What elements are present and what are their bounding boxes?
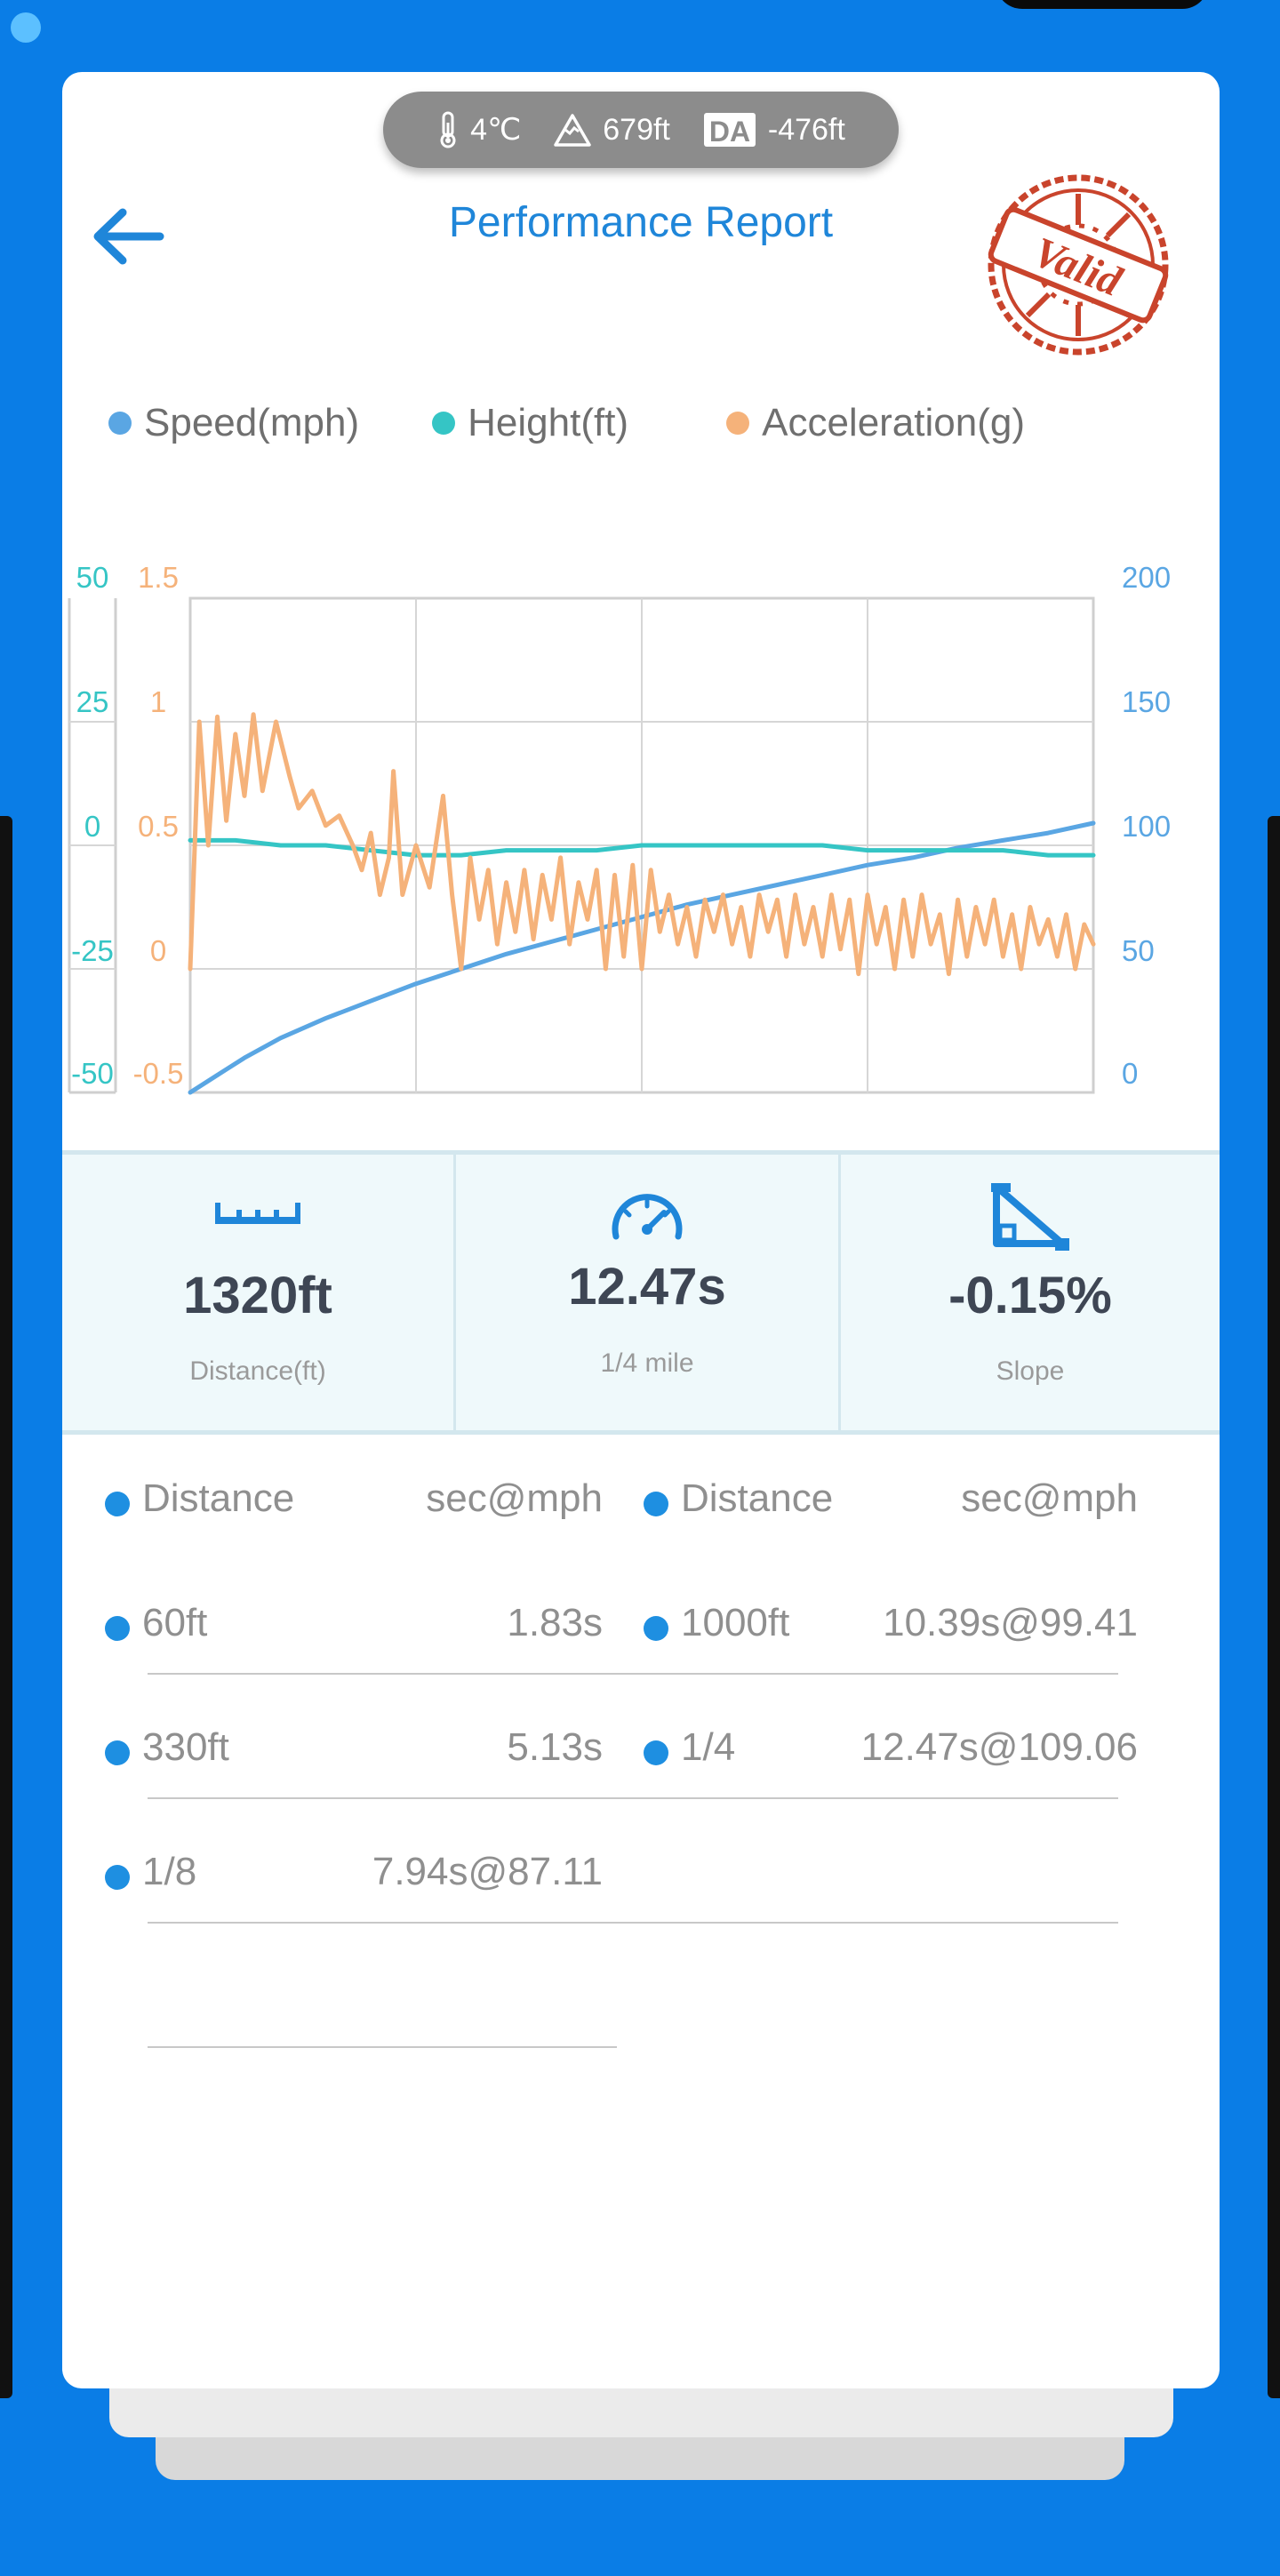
acceleration-tick-label: 1 [150, 685, 166, 718]
density-altitude-badge-icon: DA [703, 113, 756, 148]
row-dot [644, 1616, 668, 1641]
density-altitude-badge-label: DA [709, 116, 750, 148]
report-card: 4℃ 679ft DA -476ft Performance Report [62, 72, 1220, 2388]
speed-tick-label: 100 [1122, 810, 1171, 843]
row-divider [663, 1673, 1118, 1675]
stat-slope-value: -0.15% [948, 1267, 1112, 1324]
legend-label-speed: Speed(mph) [144, 401, 360, 444]
stat-slope: -0.15% Slope [838, 1155, 1220, 1430]
height-tick-label: 25 [76, 685, 109, 718]
stats-panel: 1320ft Distance(ft) 12.47s 1/4 mile [62, 1150, 1220, 1435]
split-distance: 330ft [142, 1725, 229, 1769]
split-distance: 1/4 [681, 1725, 736, 1769]
speed-tick-label: 0 [1122, 1057, 1138, 1090]
split-distance: 1000ft [681, 1601, 790, 1644]
row-dot [105, 1865, 130, 1890]
height-tick-label: -50 [71, 1057, 114, 1090]
row-divider [663, 1797, 1118, 1799]
status-bar-dot [11, 12, 41, 43]
stat-quarter-mile-value: 12.47s [568, 1258, 726, 1316]
stat-slope-label: Slope [996, 1356, 1065, 1386]
stat-distance-label: Distance(ft) [189, 1356, 326, 1386]
header-value-label: sec@mph [961, 1476, 1138, 1520]
temperature-value: 4℃ [470, 113, 522, 147]
header-distance-label: Distance [142, 1476, 295, 1520]
legend-label-height: Height(ft) [468, 401, 629, 444]
thermometer-icon [440, 111, 456, 148]
acceleration-tick-label: -0.5 [133, 1057, 184, 1090]
speedometer-icon [612, 1194, 683, 1240]
split-row-60ft: 60ft 1.83s [105, 1583, 603, 1663]
stat-distance-value: 1320ft [183, 1267, 332, 1324]
performance-chart: 50 25 0 -25 -50 1.5 1 0.5 0 -0.5 200 150 100 50 0 [68, 561, 1171, 1095]
split-row-1000ft: 1000ft 10.39s@99.41 [644, 1583, 1138, 1663]
split-time: 1.83s [507, 1601, 603, 1644]
arrow-left-icon [93, 208, 164, 265]
acceleration-tick-label: 1.5 [138, 561, 179, 594]
legend-dot-acceleration [726, 412, 750, 435]
split-distance: 1/8 [142, 1850, 197, 1893]
legend-dot-speed [108, 412, 132, 435]
splits-header-right: Distance sec@mph [644, 1459, 1138, 1539]
acceleration-tick-label: 0.5 [138, 810, 179, 843]
split-row-330ft: 330ft 5.13s [105, 1708, 603, 1788]
back-button[interactable] [82, 196, 171, 276]
height-tick-label: 0 [84, 810, 100, 843]
speed-tick-label: 200 [1122, 561, 1171, 594]
mountain-icon [554, 114, 591, 147]
splits-header-left: Distance sec@mph [105, 1459, 603, 1539]
row-dot [644, 1740, 668, 1765]
row-divider [148, 1922, 663, 1924]
split-row-quarter-mile: 1/4 12.47s@109.06 [644, 1708, 1138, 1788]
altitude-value: 679ft [603, 112, 670, 147]
split-time: 7.94s@87.11 [372, 1850, 603, 1893]
split-distance: 60ft [142, 1601, 208, 1644]
speed-tick-label: 50 [1122, 934, 1155, 967]
row-dot [105, 1740, 130, 1765]
density-altitude-item: DA -476ft [702, 110, 845, 149]
device-edge-right [1268, 816, 1280, 2398]
legend-item-speed[interactable]: Speed(mph) [108, 401, 359, 445]
acceleration-tick-label: 0 [150, 934, 166, 967]
row-divider [148, 1673, 663, 1675]
page-title: Performance Report [448, 199, 834, 246]
device-notch [996, 0, 1209, 9]
acceleration-series-line [188, 712, 1096, 977]
split-time: 12.47s@109.06 [860, 1725, 1138, 1769]
legend-item-height[interactable]: Height(ft) [432, 401, 628, 445]
split-time: 5.13s [507, 1725, 603, 1769]
ruler-icon [215, 1203, 300, 1224]
height-series-line [188, 837, 1096, 858]
valid-stamp: Valid [980, 172, 1176, 358]
row-dot [105, 1616, 130, 1641]
stat-quarter-mile: 12.47s 1/4 mile [453, 1155, 838, 1430]
row-divider [148, 2046, 617, 2048]
chart-legend: Speed(mph) Height(ft) Acceleration(g) [98, 392, 1184, 454]
header-value-label: sec@mph [426, 1476, 603, 1520]
weather-pill: 4℃ 679ft DA -476ft [383, 92, 899, 168]
height-tick-label: -25 [71, 934, 114, 967]
split-time: 10.39s@99.41 [883, 1601, 1138, 1644]
legend-item-acceleration[interactable]: Acceleration(g) [726, 401, 1025, 445]
split-row-eighth-mile: 1/8 7.94s@87.11 [105, 1832, 603, 1912]
header-distance-label: Distance [681, 1476, 834, 1520]
slope-icon [991, 1183, 1069, 1251]
stat-distance: 1320ft Distance(ft) [62, 1155, 453, 1430]
temperature-item: 4℃ [436, 110, 521, 149]
row-divider [148, 1797, 663, 1799]
valid-stamp-seal-icon: Valid [988, 174, 1169, 356]
altitude-item: 679ft [553, 112, 670, 148]
row-dot [105, 1492, 130, 1516]
stat-quarter-mile-label: 1/4 mile [600, 1348, 694, 1378]
legend-label-acceleration: Acceleration(g) [762, 401, 1025, 444]
row-dot [644, 1492, 668, 1516]
speed-tick-label: 150 [1122, 685, 1171, 718]
height-tick-label: 50 [76, 561, 109, 594]
row-divider [663, 1922, 1118, 1924]
density-altitude-value: -476ft [767, 112, 845, 147]
legend-dot-height [432, 412, 456, 435]
device-edge-left [0, 816, 12, 2398]
